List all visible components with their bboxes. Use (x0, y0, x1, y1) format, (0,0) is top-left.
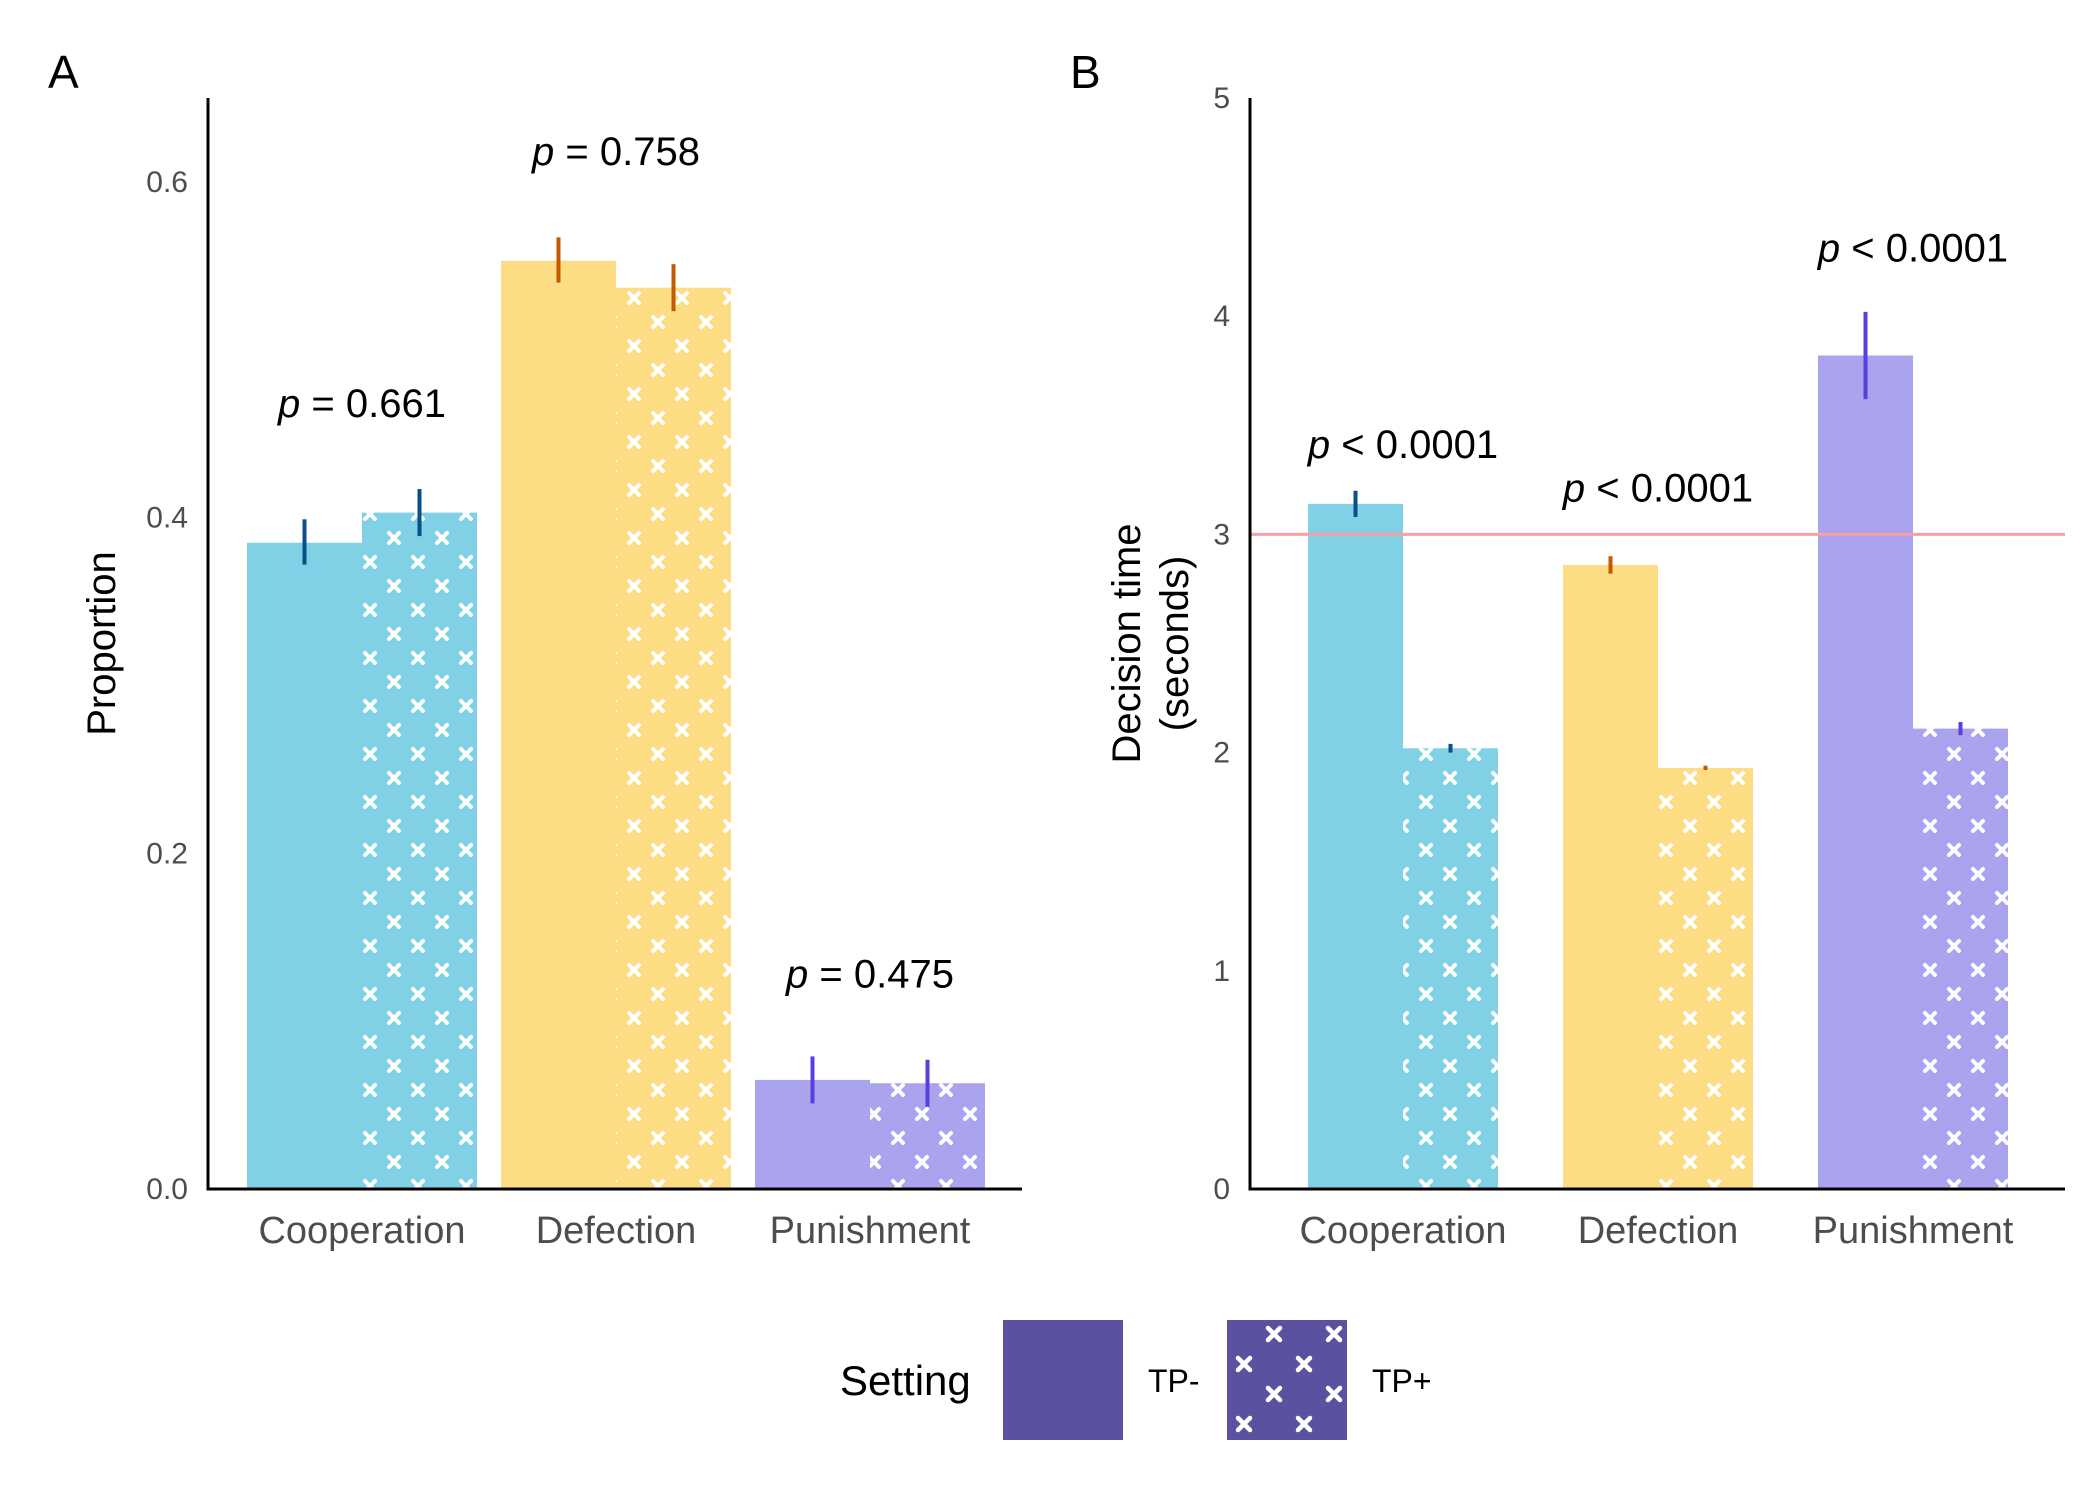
panel-b-p-value-annotation: p < 0.0001 (1817, 227, 2008, 271)
panel-b-p-value-annotation: p < 0.0001 (1307, 423, 1498, 467)
panel-label-b: B (1070, 46, 1101, 98)
panel-a-x-tick-label: Defection (536, 1210, 697, 1252)
panel-b-y-tick-label: 3 (1213, 518, 1230, 551)
panel-b-x-tick-label: Defection (1578, 1210, 1739, 1252)
panel-b-y-tick-label: 5 (1213, 82, 1230, 115)
legend: Setting TP- TP+ (840, 1320, 1432, 1440)
panel-b-decision-time-chart: 0 1 2 3 4 5 Cooperation Defection Punishment p < … (1105, 82, 2065, 1252)
panel-a-bar-cooperation-tp (247, 542, 362, 1189)
panel-b-y-tick-label: 2 (1213, 737, 1230, 770)
panel-b-x-tick-label: Punishment (1813, 1210, 2014, 1252)
panel-a-p-value-annotation: p = 0.758 (531, 130, 700, 174)
panel-a-p-value-annotation: p = 0.475 (785, 953, 954, 997)
panel-a-p-value-annotation: p = 0.661 (277, 382, 446, 426)
panel-label-a: A (48, 46, 79, 98)
panel-a-y-tick-label: 0.2 (146, 837, 188, 870)
panel-b-y-axis-title-line: (seconds) (1153, 556, 1197, 732)
panel-a-y-axis-title: Proportion (80, 551, 124, 736)
panel-a-bar-pattern-defection (616, 287, 731, 1190)
panel-b-bar-pattern-defection (1658, 767, 1753, 1189)
panel-a-bar-pattern-cooperation (362, 512, 477, 1189)
panel-b-bar-cooperation-tp (1308, 503, 1403, 1189)
legend-label-tp-minus: TP- (1148, 1363, 1200, 1399)
panel-a-y-tick-label: 0.4 (146, 502, 188, 535)
panel-a-bar-defection-tp (501, 260, 616, 1189)
panel-b-x-tick-label: Cooperation (1299, 1210, 1506, 1252)
panel-b-y-tick-label: 4 (1213, 300, 1230, 333)
panel-b-y-tick-label: 0 (1213, 1173, 1230, 1206)
legend-label-tp-plus: TP+ (1372, 1363, 1432, 1399)
panel-b-bar-pattern-cooperation (1403, 748, 1498, 1189)
panel-a-x-tick-label: Punishment (770, 1210, 971, 1252)
legend-title: Setting (840, 1357, 971, 1404)
panel-b-bar-pattern-punishment (1913, 728, 2008, 1189)
panel-b-bar-punishment-tp (1818, 355, 1913, 1189)
legend-swatch-tp-plus-pattern (1227, 1320, 1347, 1440)
panel-b-y-tick-label: 1 (1213, 955, 1230, 988)
panel-a-proportion-chart: 0.0 0.2 0.4 0.6 Cooperation Defection Punishme… (80, 98, 1022, 1252)
panel-a-y-tick-label: 0.0 (146, 1173, 188, 1206)
panel-a-y-tick-label: 0.6 (146, 166, 188, 199)
panel-b-p-value-annotation: p < 0.0001 (1562, 467, 1753, 511)
panel-a-x-tick-label: Cooperation (258, 1210, 465, 1252)
panel-b-bar-defection-tp (1563, 564, 1658, 1189)
legend-swatch-tp-minus (1003, 1320, 1123, 1440)
panel-b-y-axis-title-line: Decision time (1105, 523, 1149, 763)
